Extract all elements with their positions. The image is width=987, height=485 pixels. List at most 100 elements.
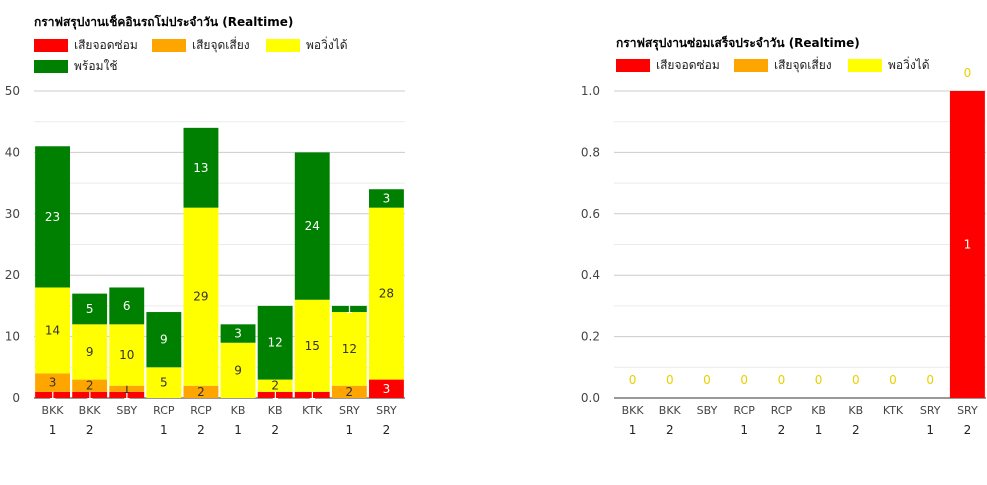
bar-segment: [257, 379, 293, 392]
legend-label: เสียจอดซ่อม: [74, 38, 138, 52]
x-tick-label: 1: [234, 423, 242, 437]
bar-segment: [183, 385, 219, 398]
x-tick-label: 1: [160, 423, 168, 437]
data-label: 14: [45, 323, 60, 337]
data-label: 1: [49, 388, 57, 402]
data-label: 2: [197, 385, 205, 399]
bar-segment: [369, 379, 404, 398]
chart-title: กราฟสรุปงานเช็คอินรถโม่ประจำวัน (Realtim…: [34, 15, 294, 29]
data-label: 3: [49, 376, 57, 390]
bar-segment: [183, 127, 219, 208]
x-tick-label: BKK: [42, 404, 65, 417]
x-tick-label: 2: [86, 423, 94, 437]
legend-item[interactable]: พร้อมใช้: [34, 57, 117, 76]
y-tick-label: 50: [5, 84, 20, 98]
bar-segment: [257, 391, 293, 398]
legend-swatch: [734, 59, 768, 72]
data-label: 5: [86, 302, 94, 316]
x-tick-label: RCP: [153, 404, 175, 417]
bar-segment: [257, 305, 293, 380]
bar-segment: [146, 312, 182, 368]
data-label: 12: [268, 336, 283, 350]
bar-segment: [294, 299, 330, 392]
legend-item[interactable]: พอวิ่งได้: [848, 56, 930, 75]
bar-segment: [35, 391, 70, 398]
legend-swatch: [616, 59, 650, 72]
bar-segment: [146, 367, 182, 398]
data-label: 1: [346, 302, 354, 316]
bar-segment: [72, 324, 108, 380]
chart-title: กราฟสรุปงานซ่อมเสร็จประจำวัน (Realtime): [616, 36, 860, 50]
x-tick-label: RCP: [190, 404, 212, 417]
data-label: 9: [160, 333, 168, 347]
bar-segment: [72, 379, 108, 392]
x-tick-label: SRY: [339, 404, 360, 417]
data-label: 1: [308, 388, 316, 402]
x-tick-label: 2: [197, 423, 205, 437]
data-label: 9: [86, 345, 94, 359]
bar-segment: [294, 152, 330, 300]
legend-item[interactable]: เสียจอดซ่อม: [34, 36, 138, 55]
legend-item[interactable]: พอวิ่งได้: [266, 36, 348, 55]
data-label: 2: [86, 379, 94, 393]
x-tick-label: SBY: [116, 404, 137, 417]
data-label: 9: [234, 363, 242, 377]
data-label: 1: [271, 388, 279, 402]
data-label: 23: [45, 210, 60, 224]
data-label: 3: [234, 327, 242, 341]
legend-swatch: [34, 39, 68, 52]
data-label: 1: [123, 388, 131, 402]
x-tick-label: BKK: [79, 404, 102, 417]
x-tick-label: KB: [231, 404, 246, 417]
bar-segment: [369, 189, 404, 208]
legend-swatch: [34, 60, 68, 73]
data-label: 10: [119, 348, 134, 362]
x-tick-label: 1: [346, 423, 354, 437]
data-label: 1: [123, 382, 131, 396]
x-tick-label: SRY: [376, 404, 397, 417]
data-label: 12: [342, 342, 357, 356]
legend-label: พอวิ่งได้: [306, 38, 348, 52]
legend-label: เสียจุดเสี่ยง: [192, 38, 250, 52]
bar-segment: [109, 287, 145, 325]
data-label: 6: [123, 299, 131, 313]
bar-segment: [331, 385, 367, 398]
bar-segment: [183, 207, 219, 386]
bar-segment: [72, 293, 108, 325]
bar-segment: [35, 373, 70, 392]
legend-label: เสียจอดซ่อม: [656, 58, 720, 72]
bar-segment: [220, 324, 256, 343]
data-label: 3: [383, 382, 391, 396]
y-tick-label: 20: [5, 268, 20, 282]
y-tick-label: 0: [12, 391, 20, 405]
legend-label: พร้อมใช้: [74, 59, 118, 73]
bar-segment: [109, 385, 145, 392]
data-label: 29: [193, 290, 208, 304]
legend-label: เสียจุดเสี่ยง: [774, 58, 832, 72]
x-tick-label: 1: [49, 423, 57, 437]
x-tick-label: KB: [268, 404, 283, 417]
data-label: 13: [193, 161, 208, 175]
data-label: 28: [379, 287, 394, 301]
y-tick-label: 10: [5, 330, 20, 344]
data-label: 1: [86, 388, 94, 402]
legend-swatch: [266, 39, 300, 52]
data-label: 2: [271, 379, 279, 393]
y-tick-label: 30: [5, 207, 20, 221]
legend-item[interactable]: เสียจุดเสี่ยง: [734, 56, 832, 75]
x-tick-label: 2: [271, 423, 279, 437]
legend-label: พอวิ่งได้: [888, 58, 930, 72]
bar-segment: [72, 391, 108, 398]
x-tick-label: KTK: [302, 404, 323, 417]
data-label: 5: [160, 376, 168, 390]
legend-item[interactable]: เสียจุดเสี่ยง: [152, 36, 250, 55]
legend-item[interactable]: เสียจอดซ่อม: [616, 56, 720, 75]
bar-segment: [331, 312, 367, 386]
x-tick-label: 2: [383, 423, 391, 437]
legend-swatch: [152, 39, 186, 52]
data-label: 3: [383, 191, 391, 205]
bar-segment: [35, 146, 70, 288]
y-tick-label: 40: [5, 145, 20, 159]
bar-segment: [220, 342, 256, 398]
